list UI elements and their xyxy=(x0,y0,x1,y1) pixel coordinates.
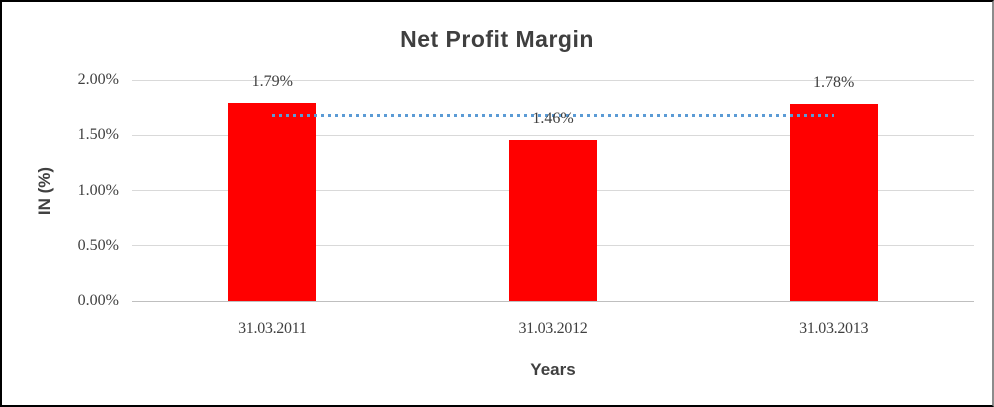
gridline xyxy=(132,79,974,81)
x-tick-label: 31.03.2011 xyxy=(238,320,307,337)
y-tick-label: 0.00% xyxy=(77,292,119,309)
bar-data-label: 1.46% xyxy=(532,109,574,127)
bar xyxy=(228,103,317,301)
x-tick-label: 31.03.2012 xyxy=(518,320,588,337)
plot-area: 1.79% 1.46% 1.78% xyxy=(132,73,974,302)
bar-data-label: 1.78% xyxy=(812,74,855,92)
bar xyxy=(789,104,878,301)
gridline xyxy=(132,134,974,136)
y-tick-label: 1.50% xyxy=(77,126,119,144)
y-tick-label: 0.50% xyxy=(77,236,119,254)
chart-title: Net Profit Margin xyxy=(400,26,594,52)
x-tick-label: 31.03.2013 xyxy=(799,320,869,337)
x-axis-line xyxy=(132,300,974,302)
x-axis-title: Years xyxy=(530,360,576,379)
bar-data-label: 1.79% xyxy=(251,73,293,91)
trendline-dotted xyxy=(272,114,834,118)
y-tick-label: 1.00% xyxy=(77,181,119,199)
y-tick-label: 2.00% xyxy=(77,71,119,88)
bar xyxy=(509,139,597,301)
